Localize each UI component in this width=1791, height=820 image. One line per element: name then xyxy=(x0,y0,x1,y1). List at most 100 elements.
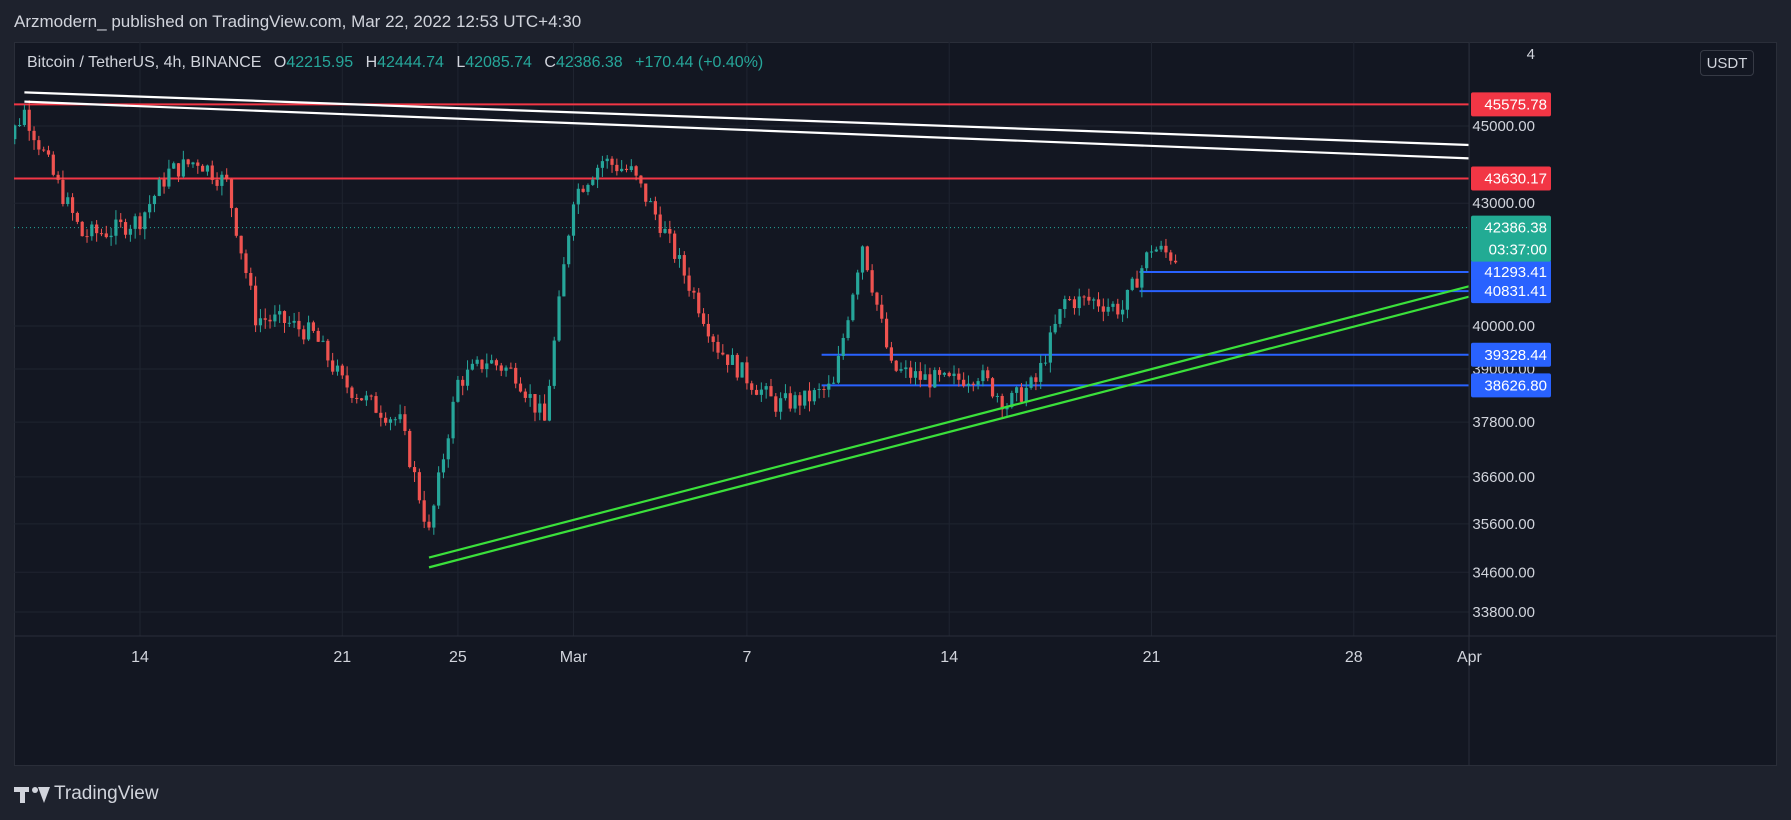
chart-pane[interactable] xyxy=(14,42,1777,766)
candle-body xyxy=(1169,252,1173,261)
price-label-text: 40831.41 xyxy=(1484,283,1547,300)
candle-body xyxy=(543,403,547,421)
candle-body xyxy=(369,395,373,397)
candle-body xyxy=(388,419,393,423)
candle-body xyxy=(682,255,686,276)
candle-body xyxy=(615,164,619,172)
candle-body xyxy=(480,359,484,370)
candle-body xyxy=(148,204,152,213)
trend-line xyxy=(428,285,1470,559)
candle-body xyxy=(942,372,946,375)
candle-body xyxy=(331,360,335,372)
candle-body xyxy=(817,388,821,391)
candle-body xyxy=(225,174,229,180)
candle-body xyxy=(316,330,320,342)
close-value: 42386.38 xyxy=(555,54,623,71)
candle-body xyxy=(451,401,455,439)
price-label-bg xyxy=(1471,279,1551,304)
level-price-label: 45575.78 xyxy=(1471,92,1551,117)
candle-body xyxy=(1159,245,1163,250)
candle-body xyxy=(109,235,113,238)
candle-body xyxy=(798,395,802,406)
candle-body xyxy=(1077,296,1081,309)
candle-body xyxy=(730,354,735,365)
published-text: published on TradingView.com, Mar 22, 20… xyxy=(111,12,582,31)
price-label-text: 39328.44 xyxy=(1484,347,1547,364)
candle-body xyxy=(774,396,778,412)
symbol-title[interactable]: Bitcoin / TetherUS, 4h, BINANCE xyxy=(27,54,262,71)
price-label-text: 45575.78 xyxy=(1484,96,1547,113)
candle-body xyxy=(46,150,51,155)
candle-body xyxy=(278,311,282,315)
trend-line xyxy=(428,295,1470,569)
candle-body xyxy=(735,354,739,378)
price-chart[interactable]: 445000.0043000.0040000.0039000.0037800.0… xyxy=(14,42,1777,766)
candle-body xyxy=(957,373,961,380)
time-tick-label: Apr xyxy=(1457,649,1483,666)
candle-body xyxy=(220,174,224,186)
candle-body xyxy=(61,179,65,205)
candle-body xyxy=(846,320,850,338)
high-value: 42444.74 xyxy=(377,54,444,71)
candle-body xyxy=(306,322,311,340)
candle-body xyxy=(644,183,648,202)
candle-body xyxy=(143,212,147,230)
candle-body xyxy=(779,398,783,412)
candle-body xyxy=(514,367,518,384)
candle-body xyxy=(70,197,75,213)
candle-body xyxy=(538,403,542,413)
candle-body xyxy=(215,179,219,186)
candle-body xyxy=(441,459,446,473)
candle-body xyxy=(716,341,720,353)
price-label-bg xyxy=(1471,259,1551,284)
candle-body xyxy=(880,304,884,319)
time-tick-label: 14 xyxy=(940,649,958,666)
grid xyxy=(14,42,1470,636)
candle-body xyxy=(884,318,889,348)
currency-button[interactable]: USDT xyxy=(1700,50,1754,76)
candle-body xyxy=(1154,249,1158,252)
candle-body xyxy=(860,246,865,273)
candle-body xyxy=(807,390,812,402)
candle-body xyxy=(427,521,431,528)
candle-body xyxy=(552,340,556,386)
candle-body xyxy=(759,389,763,395)
candle-body xyxy=(398,414,402,420)
candle-body xyxy=(827,383,831,390)
price-label-text: 41293.41 xyxy=(1484,264,1547,281)
price-tick-label: 4 xyxy=(1527,46,1535,63)
candle-body xyxy=(249,272,253,286)
trend-line xyxy=(24,100,1470,160)
time-tick-label: 21 xyxy=(333,649,351,666)
candle-body xyxy=(533,394,537,413)
candle-body xyxy=(99,233,104,235)
footer-brand[interactable]: TradingView xyxy=(14,782,159,806)
candle-body xyxy=(412,467,417,473)
candle-body xyxy=(297,320,301,330)
candle-body xyxy=(904,367,908,370)
candle-body xyxy=(557,296,561,341)
candle-body xyxy=(490,360,494,364)
candle-body xyxy=(311,322,315,331)
candle-body xyxy=(128,228,132,235)
candle-body xyxy=(162,179,166,187)
candle-body xyxy=(918,371,922,380)
candle-body xyxy=(1015,387,1019,393)
candle-body xyxy=(687,275,691,291)
candle-body xyxy=(263,318,267,320)
candle-body xyxy=(14,125,17,140)
candle-body xyxy=(1116,303,1120,315)
price-tick-label: 37800.00 xyxy=(1472,414,1535,431)
candle-body xyxy=(523,391,527,398)
author-name[interactable]: Arzmodern_ xyxy=(14,12,107,31)
candle-body xyxy=(1125,289,1130,310)
candle-body xyxy=(1005,407,1009,410)
candle-body xyxy=(66,197,70,205)
open-value: 42215.95 xyxy=(286,54,354,71)
candle-body xyxy=(740,362,744,378)
level-price-label: 40831.41 xyxy=(1471,279,1551,304)
last-price-label: 42386.38 03:37:00 xyxy=(1471,215,1551,262)
open-label: O xyxy=(273,54,287,71)
candle-body xyxy=(254,285,258,326)
candle-body xyxy=(995,395,999,397)
